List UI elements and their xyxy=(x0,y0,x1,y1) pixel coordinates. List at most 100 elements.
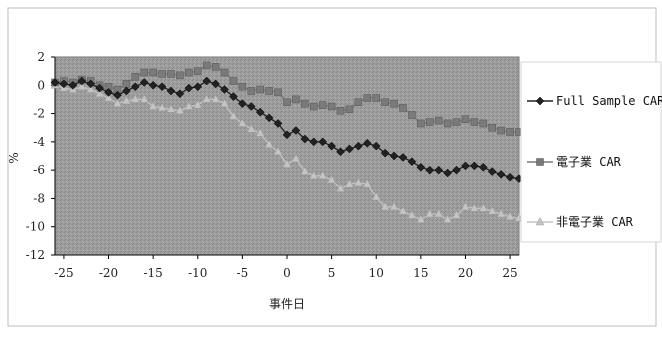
data-point xyxy=(149,68,157,77)
data-point xyxy=(363,94,372,102)
data-point xyxy=(175,105,185,114)
data-point xyxy=(184,83,194,93)
data-point xyxy=(380,201,390,211)
data-point xyxy=(452,210,461,219)
x-tick-label: 5 xyxy=(328,266,336,280)
data-point xyxy=(292,95,300,104)
data-point xyxy=(300,166,310,175)
x-tick-label: -20 xyxy=(99,266,118,280)
x-tick-label: 0 xyxy=(283,266,291,280)
data-point xyxy=(354,98,363,107)
data-point xyxy=(238,118,247,127)
data-point xyxy=(131,73,140,81)
legend-box xyxy=(520,61,662,243)
legend-marker xyxy=(535,96,545,106)
data-point xyxy=(273,146,283,155)
data-point xyxy=(362,179,372,188)
data-point xyxy=(157,82,167,92)
x-tick-label: 10 xyxy=(369,266,384,280)
legend: Full Sample CAR 電子業 CAR 非電子業 CAR xyxy=(527,94,662,229)
data-point xyxy=(238,82,247,91)
data-point xyxy=(238,99,247,109)
data-point xyxy=(274,88,282,97)
data-point xyxy=(291,153,301,163)
data-point xyxy=(309,137,319,147)
data-point xyxy=(300,134,310,144)
data-point xyxy=(202,76,212,86)
series-layer xyxy=(50,61,524,223)
data-point xyxy=(318,101,327,109)
data-point xyxy=(273,119,283,128)
data-point xyxy=(282,130,292,140)
data-point xyxy=(184,101,194,110)
data-point xyxy=(434,165,444,175)
data-point xyxy=(148,80,158,90)
data-point xyxy=(505,172,515,182)
plot-area xyxy=(54,56,520,256)
data-point xyxy=(496,209,506,218)
data-point xyxy=(301,99,309,108)
data-point xyxy=(434,116,443,125)
data-point xyxy=(399,104,407,112)
data-point xyxy=(113,90,122,100)
data-point xyxy=(130,82,140,92)
data-point xyxy=(185,68,193,77)
x-tick-label: 15 xyxy=(413,266,428,280)
data-point xyxy=(416,214,426,223)
data-point xyxy=(461,161,470,171)
y-axis-title: % xyxy=(7,152,21,163)
data-point xyxy=(389,201,399,211)
legend-item: 電子業 CAR xyxy=(527,155,622,169)
data-point xyxy=(211,94,220,103)
data-point xyxy=(390,99,398,108)
data-point xyxy=(202,94,212,103)
data-point xyxy=(336,106,345,115)
data-point xyxy=(470,161,479,171)
data-point xyxy=(158,70,166,78)
data-point xyxy=(478,203,488,212)
data-point xyxy=(247,87,256,95)
data-point xyxy=(130,94,140,103)
data-point xyxy=(59,79,69,89)
data-point xyxy=(381,98,389,107)
y-tick-label: 0 xyxy=(37,78,45,92)
data-point xyxy=(318,170,328,180)
data-point xyxy=(425,209,435,218)
data-point xyxy=(407,210,417,219)
data-point xyxy=(220,98,229,107)
data-point xyxy=(140,68,148,77)
y-tick-label: -2 xyxy=(33,107,45,121)
data-point xyxy=(77,76,87,86)
data-point xyxy=(255,128,265,137)
data-point xyxy=(122,80,131,88)
data-point xyxy=(211,79,220,89)
data-point xyxy=(354,141,363,151)
series-2 xyxy=(50,80,524,223)
data-point xyxy=(255,107,265,117)
data-point xyxy=(211,63,220,71)
data-point xyxy=(426,118,434,126)
data-point xyxy=(68,80,78,90)
data-point xyxy=(148,101,158,110)
data-point xyxy=(434,209,444,218)
data-point xyxy=(488,123,496,132)
data-point xyxy=(327,175,336,184)
data-point xyxy=(175,89,185,99)
data-point xyxy=(345,105,354,114)
data-point xyxy=(372,94,380,102)
data-point xyxy=(291,126,301,135)
x-tick-label: 20 xyxy=(458,266,473,280)
data-point xyxy=(425,165,435,175)
data-point xyxy=(452,165,461,175)
data-point xyxy=(487,206,497,215)
legend-item: Full Sample CAR xyxy=(527,94,662,108)
data-point xyxy=(104,88,113,97)
x-tick-label: 25 xyxy=(502,266,517,280)
y-tick-label: -12 xyxy=(26,248,45,262)
data-point xyxy=(167,70,175,78)
legend-item: 非電子業 CAR xyxy=(527,215,634,229)
legend-label: 非電子業 CAR xyxy=(556,215,634,229)
data-point xyxy=(220,85,229,94)
data-point xyxy=(283,98,291,107)
data-point xyxy=(193,82,203,92)
